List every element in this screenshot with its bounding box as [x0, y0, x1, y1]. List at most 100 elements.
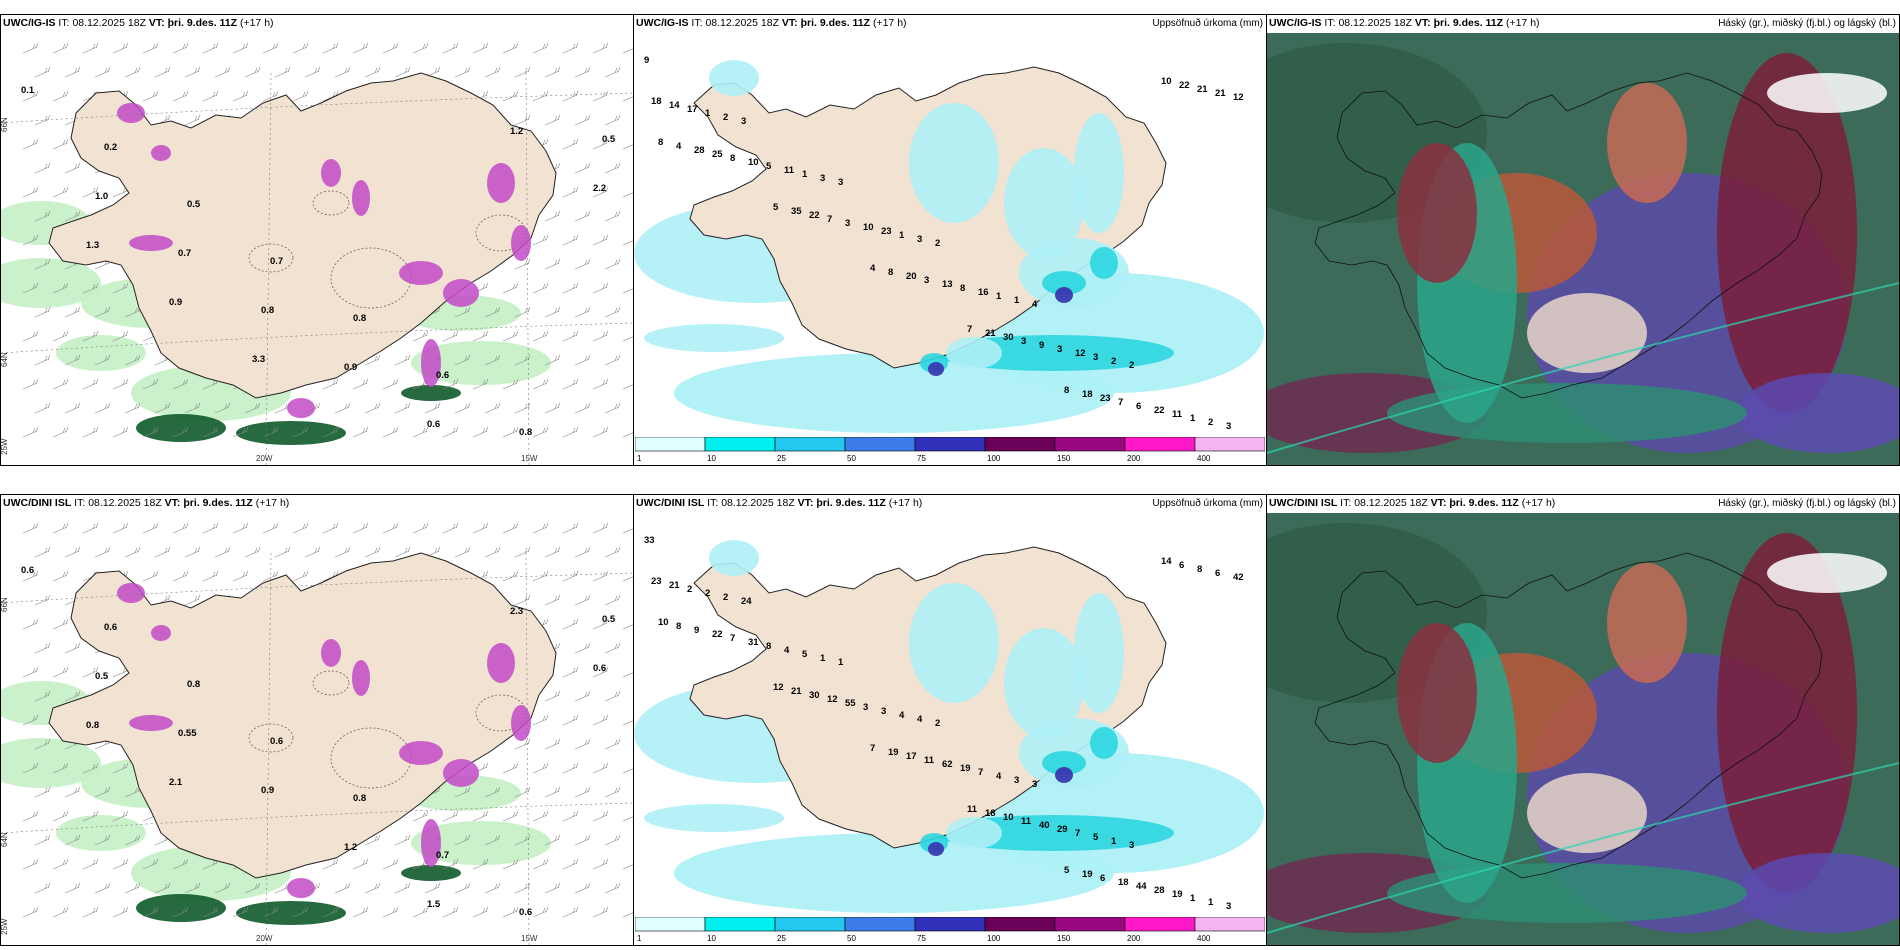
wind-barb: [142, 42, 159, 54]
precip-value-label: 5: [1093, 832, 1099, 843]
precip-value-label: 28: [1154, 885, 1165, 896]
wind-barb: [562, 810, 579, 822]
wind-barb: [514, 402, 531, 414]
wind-barb: [64, 786, 81, 798]
precip-value-label: 22: [1179, 80, 1190, 91]
wind-barb: [154, 882, 171, 894]
wind-barb: [82, 762, 99, 774]
wind-barb: [112, 522, 129, 534]
wind-barb: [52, 522, 69, 534]
wind-barb: [394, 546, 411, 558]
precip-value-label: 25: [712, 149, 723, 160]
wind-barb: [562, 522, 579, 534]
wind-barb: [34, 402, 51, 414]
wind-barb: [622, 384, 633, 390]
wind-barb: [22, 810, 39, 822]
wind-barb: [502, 90, 519, 102]
wind-barb: [82, 42, 99, 54]
wind-barb: [142, 522, 159, 534]
wind-barb: [154, 66, 171, 78]
wind-barb: [232, 426, 249, 438]
wind-barb: [382, 378, 399, 390]
wind-barb: [94, 306, 111, 318]
colorbar-tick-label: 10: [707, 454, 716, 463]
panel-row2-clouds: UWC/DINI ISL IT: 08.12.2025 18Z VT: þri.…: [1266, 494, 1900, 946]
heavy-precip-area: [401, 385, 461, 401]
wind-barb: [574, 210, 591, 222]
wind-barb: [514, 882, 531, 894]
panel-right-title: Háský (gr.), miðský (fj.bl.) og lágský (…: [1718, 18, 1896, 29]
cloud-layer: [1717, 53, 1857, 413]
wind-barb: [94, 402, 111, 414]
precip-value-label: 42: [1233, 572, 1244, 583]
wind-barb: [502, 762, 519, 774]
cloud-layer: [1397, 143, 1477, 283]
precip-value-label: 3: [1057, 344, 1062, 355]
precip-value-label: 1: [1190, 413, 1196, 424]
precip-value-label: 3: [1226, 901, 1231, 912]
wind-barb: [574, 738, 591, 750]
heavy-precip-area: [1055, 767, 1073, 783]
precip-value-label: 0.9: [261, 785, 274, 796]
precip-value-label: 18: [1082, 389, 1093, 400]
wind-barb: [364, 402, 381, 414]
wind-barb: [544, 834, 561, 846]
wind-barb: [52, 570, 69, 582]
wind-barb: [262, 90, 279, 102]
precip-value-label: 9: [1039, 340, 1044, 351]
wind-barb: [22, 714, 39, 726]
snow-area: [487, 163, 515, 203]
wind-barb: [124, 546, 141, 558]
wind-barb: [364, 354, 381, 366]
wind-barb: [604, 306, 621, 318]
wind-barb: [514, 306, 531, 318]
weather-map: 66N 64N 25W 20W 15W 0.1 0.2 0.5 0.7 0.8 0.6 0.8 0.5 1…: [1, 42, 633, 465]
precip-value-label: 10: [863, 222, 874, 233]
wind-barb: [142, 378, 159, 390]
lon-label-15: 15W: [521, 454, 538, 463]
precip-value-label: 1.5: [427, 899, 441, 910]
wind-barb: [622, 96, 633, 102]
precip-value-label: 0.6: [104, 622, 117, 633]
precip-area: [411, 821, 551, 865]
wind-barb: [64, 642, 81, 654]
wind-barb: [172, 90, 189, 102]
wind-barb: [52, 762, 69, 774]
wind-barb: [172, 570, 189, 582]
lat-label-64: 64N: [1, 352, 9, 367]
wind-barb: [64, 66, 81, 78]
colorbar-tick-label: 10: [707, 934, 716, 943]
wind-barb: [184, 882, 201, 894]
cloud-map: [1267, 513, 1899, 945]
wind-barb: [592, 282, 609, 294]
wind-barb: [532, 90, 549, 102]
snow-area: [399, 741, 443, 765]
precip-value-label: 0.55: [178, 728, 197, 739]
precip-value-label: 31: [748, 637, 759, 648]
precip-value-label: 3: [881, 706, 886, 717]
wind-barb: [22, 330, 39, 342]
precip-value-label: 62: [942, 759, 953, 770]
wind-barb: [574, 66, 591, 78]
weather-map: 66N 64N 25W 20W 15W 0.6 0.6 0.8 0.6 0.8 0.7 0.6 0.5 0…: [1, 522, 633, 945]
precip-area: [1074, 113, 1124, 233]
wind-barb: [544, 594, 561, 606]
wind-barb: [574, 642, 591, 654]
wind-barb: [442, 906, 459, 918]
wind-barb: [454, 354, 471, 366]
wind-barb: [562, 906, 579, 918]
precip-value-label: 0.6: [593, 663, 606, 674]
panel-right-title: Háský (gr.), miðský (fj.bl.) og lágský (…: [1718, 498, 1896, 509]
precip-value-label: 2: [687, 584, 692, 595]
wind-barb: [274, 546, 291, 558]
precip-value-label: 21: [791, 686, 802, 697]
wind-barb: [142, 906, 159, 918]
wind-barb: [352, 522, 369, 534]
wind-barb: [472, 522, 489, 534]
heavy-precip-area: [928, 362, 944, 376]
wind-barb: [52, 426, 69, 438]
wind-barb: [592, 666, 609, 678]
wind-barb: [124, 882, 141, 894]
wind-barb: [124, 354, 141, 366]
wind-barb: [472, 810, 489, 822]
